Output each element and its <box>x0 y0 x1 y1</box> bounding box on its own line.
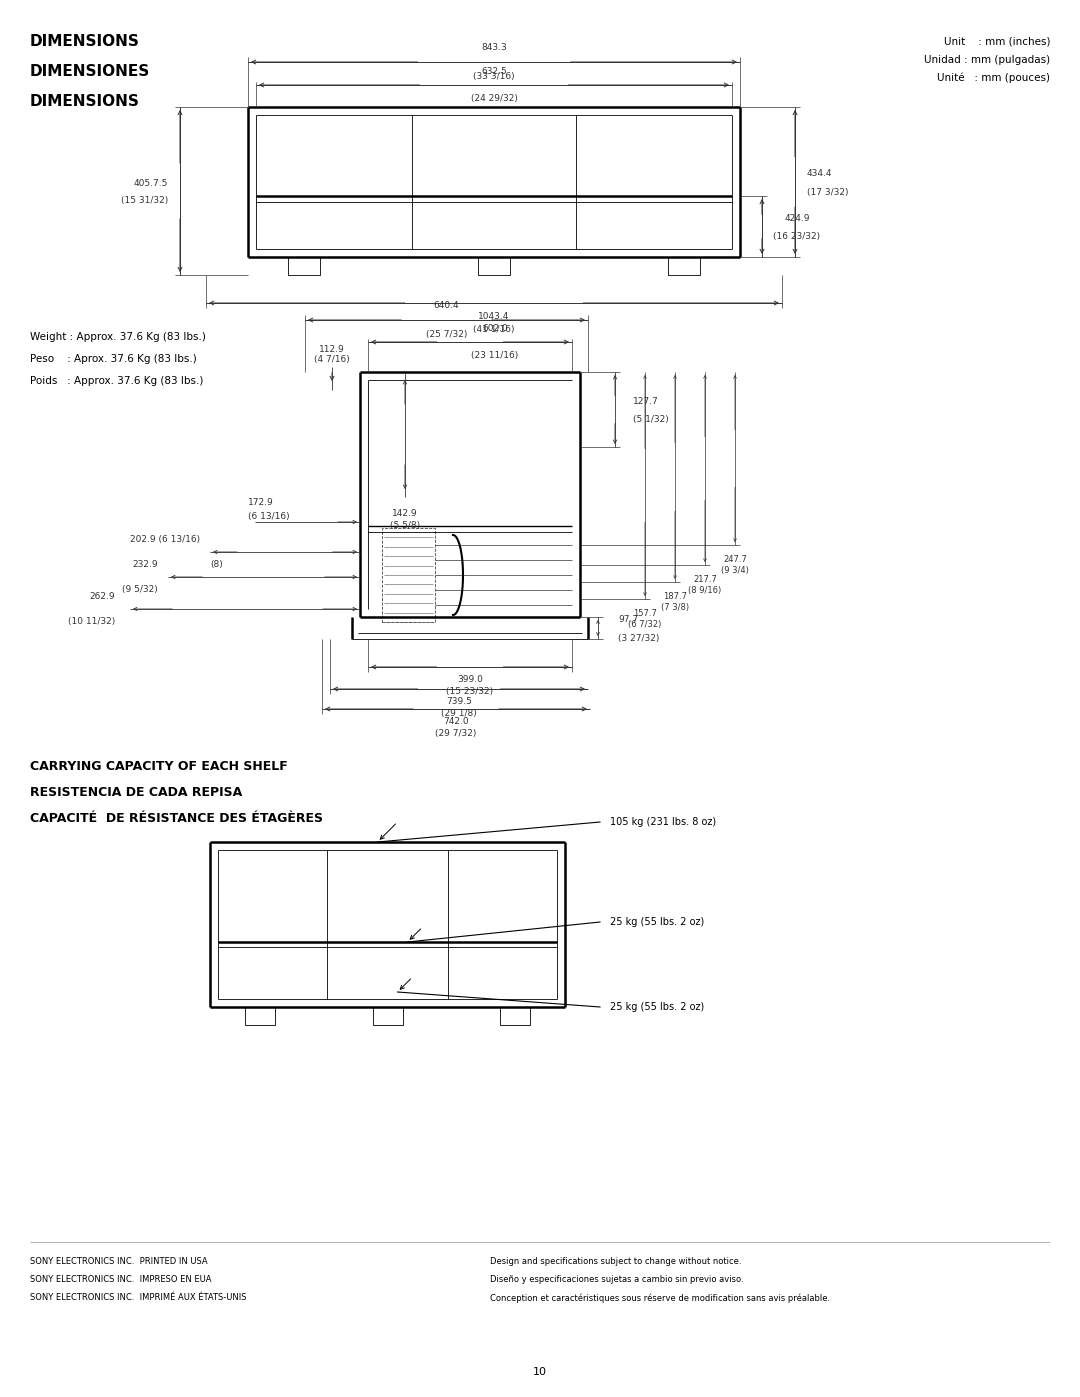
Text: (7 3/8): (7 3/8) <box>661 604 689 612</box>
Text: 262.9: 262.9 <box>90 592 114 601</box>
Text: (6 13/16): (6 13/16) <box>248 511 289 521</box>
Text: Poids   : Approx. 37.6 Kg (83 lbs.): Poids : Approx. 37.6 Kg (83 lbs.) <box>30 376 203 386</box>
Text: Design and specifications subject to change without notice.: Design and specifications subject to cha… <box>490 1257 742 1267</box>
Text: CAPACITÉ  DE RÉSISTANCE DES ÉTAGÈRES: CAPACITÉ DE RÉSISTANCE DES ÉTAGÈRES <box>30 813 323 826</box>
Text: (5 5/8): (5 5/8) <box>390 521 420 529</box>
Text: (29 1/8): (29 1/8) <box>441 710 477 718</box>
Text: 25 kg (55 lbs. 2 oz): 25 kg (55 lbs. 2 oz) <box>610 916 704 928</box>
Text: 217.7: 217.7 <box>693 576 717 584</box>
Text: (9 3/4): (9 3/4) <box>721 566 748 576</box>
Text: (17 3/32): (17 3/32) <box>807 187 849 197</box>
Text: 424.9: 424.9 <box>784 214 810 224</box>
Text: 602.0: 602.0 <box>482 324 508 332</box>
Text: (33 3/16): (33 3/16) <box>473 73 515 81</box>
Text: 399.0: 399.0 <box>457 675 483 685</box>
Text: 142.9: 142.9 <box>392 509 418 518</box>
Text: 232.9: 232.9 <box>133 560 158 569</box>
Text: (29 7/32): (29 7/32) <box>435 729 476 738</box>
Text: (5 1/32): (5 1/32) <box>633 415 669 425</box>
Text: 97.7: 97.7 <box>618 616 638 624</box>
Text: SONY ELECTRONICS INC.  IMPRIMÉ AUX ÉTATS-UNIS: SONY ELECTRONICS INC. IMPRIMÉ AUX ÉTATS-… <box>30 1294 246 1302</box>
Text: Unit    : mm (inches): Unit : mm (inches) <box>944 36 1050 47</box>
Text: 739.5: 739.5 <box>446 697 472 705</box>
Text: (15 31/32): (15 31/32) <box>121 197 168 205</box>
Text: (4 7/16): (4 7/16) <box>314 355 350 365</box>
Text: DIMENSIONS: DIMENSIONS <box>30 95 140 109</box>
Bar <box>288 257 320 275</box>
Bar <box>478 257 510 275</box>
Bar <box>500 1007 530 1025</box>
Bar <box>245 1007 275 1025</box>
Text: (16 23/32): (16 23/32) <box>773 232 821 242</box>
Text: 127.7: 127.7 <box>633 397 659 407</box>
Text: (3 27/32): (3 27/32) <box>618 633 660 643</box>
Text: 25 kg (55 lbs. 2 oz): 25 kg (55 lbs. 2 oz) <box>610 1002 704 1011</box>
Text: Weight : Approx. 37.6 Kg (83 lbs.): Weight : Approx. 37.6 Kg (83 lbs.) <box>30 332 206 342</box>
Text: Unité   : mm (pouces): Unité : mm (pouces) <box>937 73 1050 84</box>
Text: SONY ELECTRONICS INC.  IMPRESO EN EUA: SONY ELECTRONICS INC. IMPRESO EN EUA <box>30 1275 212 1284</box>
Bar <box>382 528 435 622</box>
Text: (10 11/32): (10 11/32) <box>68 617 114 626</box>
Text: 157.7: 157.7 <box>633 609 657 617</box>
Text: 434.4: 434.4 <box>807 169 833 179</box>
Text: (9 5/32): (9 5/32) <box>122 585 158 594</box>
Text: (8 9/16): (8 9/16) <box>688 585 721 595</box>
Bar <box>669 257 700 275</box>
Bar <box>373 1007 403 1025</box>
Text: RESISTENCIA DE CADA REPISA: RESISTENCIA DE CADA REPISA <box>30 787 242 799</box>
Text: CARRYING CAPACITY OF EACH SHELF: CARRYING CAPACITY OF EACH SHELF <box>30 760 287 774</box>
Text: 247.7: 247.7 <box>724 555 747 564</box>
Text: Unidad : mm (pulgadas): Unidad : mm (pulgadas) <box>923 54 1050 66</box>
Text: (8): (8) <box>210 560 222 569</box>
Text: 742.0: 742.0 <box>443 717 469 726</box>
Text: 1043.4: 1043.4 <box>478 312 510 321</box>
Text: 202.9 (6 13/16): 202.9 (6 13/16) <box>130 535 200 543</box>
Text: DIMENSIONS: DIMENSIONS <box>30 35 140 49</box>
Text: (15 23/32): (15 23/32) <box>446 687 494 696</box>
Text: (25 7/32): (25 7/32) <box>426 330 468 339</box>
Text: Peso    : Aprox. 37.6 Kg (83 lbs.): Peso : Aprox. 37.6 Kg (83 lbs.) <box>30 353 197 365</box>
Text: Conception et caractéristiques sous réserve de modification sans avis préalable.: Conception et caractéristiques sous rése… <box>490 1294 831 1303</box>
Text: SONY ELECTRONICS INC.  PRINTED IN USA: SONY ELECTRONICS INC. PRINTED IN USA <box>30 1257 207 1267</box>
Text: 172.9: 172.9 <box>248 497 273 507</box>
Text: 112.9: 112.9 <box>319 345 345 353</box>
Text: 105 kg (231 lbs. 8 oz): 105 kg (231 lbs. 8 oz) <box>610 817 716 827</box>
Text: 187.7: 187.7 <box>663 592 687 601</box>
Text: 10: 10 <box>534 1368 546 1377</box>
Text: (41 1/16): (41 1/16) <box>473 326 515 334</box>
Text: 640.4: 640.4 <box>434 300 459 310</box>
Text: (6 7/32): (6 7/32) <box>629 620 662 629</box>
Text: 632.5: 632.5 <box>481 67 507 75</box>
Text: 405.7.5: 405.7.5 <box>134 179 168 187</box>
Text: DIMENSIONES: DIMENSIONES <box>30 64 150 80</box>
Text: (24 29/32): (24 29/32) <box>471 94 517 103</box>
Text: 843.3: 843.3 <box>481 43 507 52</box>
Text: Diseño y especificaciones sujetas a cambio sin previo aviso.: Diseño y especificaciones sujetas a camb… <box>490 1275 744 1284</box>
Text: (23 11/16): (23 11/16) <box>471 351 518 360</box>
